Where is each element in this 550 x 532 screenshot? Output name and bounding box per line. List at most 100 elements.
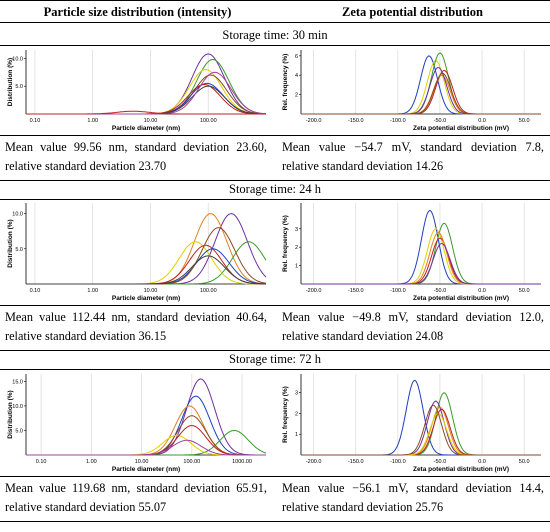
table-rule <box>0 22 550 23</box>
chart: 0.10 1.00 10.00 100.00 5.0 10.0 Particle diame… <box>7 50 267 132</box>
storage-time: Storage time: 30 min <box>222 28 328 42</box>
distribution-curve <box>26 405 266 456</box>
distribution-curve <box>26 241 267 285</box>
distribution-curve <box>26 425 266 456</box>
table-rule <box>0 305 550 306</box>
table-rule <box>0 199 550 200</box>
size-summary: Mean value 112.44 nm, standard deviation… <box>5 310 267 343</box>
x-tick-label: 100.00 <box>200 288 217 294</box>
distribution-curve <box>26 227 267 285</box>
y-tick-label: 15.0 <box>12 379 23 385</box>
distribution-curve <box>301 242 541 285</box>
y-tick-label: 2 <box>295 245 298 251</box>
x-tick-label: -50.0 <box>434 288 447 294</box>
x-tick-label: 1.00 <box>87 288 98 294</box>
x-tick-label: -100.0 <box>390 288 406 294</box>
table-rule <box>0 476 550 477</box>
x-axis-label: Zeta potential distribution (mV) <box>413 466 509 473</box>
x-tick-label: 10.00 <box>135 459 149 465</box>
x-tick-label: -200.0 <box>306 288 322 294</box>
x-tick-label: -150.0 <box>348 459 364 465</box>
distribution-curve <box>26 213 267 285</box>
y-axis-label: Rel. frequency (%) <box>282 386 289 443</box>
table-rule <box>0 0 550 1</box>
x-tick-label: -200.0 <box>306 118 322 124</box>
x-tick-label: 50.0 <box>519 288 530 294</box>
y-tick-label: 10.0 <box>12 56 23 62</box>
y-tick-label: 5.0 <box>15 247 23 253</box>
distribution-curve <box>301 404 541 456</box>
y-axis-label: Rel. frequency (%) <box>282 215 289 272</box>
x-tick-label: 0.0 <box>478 459 486 465</box>
column-header: Particle size distribution (intensity) <box>43 5 232 19</box>
x-axis-label: Zeta potential distribution (mV) <box>413 295 509 302</box>
y-tick-label: 10.0 <box>12 212 23 218</box>
x-axis-label: Particle diameter (nm) <box>112 466 180 473</box>
table-rule <box>0 369 550 370</box>
y-tick-label: 4 <box>295 73 298 79</box>
table-rule <box>0 350 550 351</box>
distribution-curve <box>301 55 541 115</box>
y-tick-label: 3 <box>295 391 298 397</box>
distribution-curve <box>301 72 541 115</box>
table-rule <box>0 45 550 46</box>
distribution-curve <box>26 439 266 456</box>
distribution-curve <box>301 222 541 285</box>
distribution-curve <box>301 392 541 456</box>
distribution-curve <box>26 68 267 115</box>
y-tick-label: 10.0 <box>12 404 23 410</box>
x-tick-label: 10.00 <box>144 118 158 124</box>
x-tick-label: 1.00 <box>87 118 98 124</box>
x-tick-label: -100.0 <box>390 459 406 465</box>
y-tick-label: 1 <box>295 264 298 270</box>
chart: 0.10 1.00 10.00 100.00 1000.00 5.0 10.0 15.0 Par… <box>7 374 267 473</box>
y-tick-label: 5.0 <box>15 428 23 434</box>
chart: -200.0 -150.0 -100.0 -50.0 0.0 50.0 1 2 3 Zeta po… <box>282 203 541 302</box>
x-tick-label: -150.0 <box>348 288 364 294</box>
zeta-summary: Mean value −54.7 mV, standard deviation … <box>282 140 544 173</box>
table-rule <box>0 135 550 136</box>
y-tick-label: 2 <box>295 93 298 99</box>
x-axis-label: Particle diameter (nm) <box>112 295 180 302</box>
x-tick-label: 50.0 <box>519 459 530 465</box>
distribution-curve <box>301 406 541 456</box>
y-axis-label: Distribution (%) <box>7 390 14 438</box>
distribution-curve <box>26 248 266 285</box>
table-rule <box>0 180 550 181</box>
y-tick-label: 6 <box>295 54 298 60</box>
y-axis-label: Distribution (%) <box>7 58 14 106</box>
distribution-curve <box>301 408 541 456</box>
x-tick-label: 0.10 <box>30 118 41 124</box>
y-axis-label: Rel. frequency (%) <box>282 54 289 111</box>
storage-time: Storage time: 24 h <box>229 182 321 196</box>
distribution-curve <box>26 415 266 456</box>
x-tick-label: -200.0 <box>306 459 322 465</box>
y-tick-label: 5.0 <box>15 84 23 90</box>
x-tick-label: 0.10 <box>36 459 47 465</box>
distribution-curve <box>26 71 267 115</box>
x-tick-label: -50.0 <box>434 459 447 465</box>
y-axis-label: Distribution (%) <box>7 219 14 267</box>
x-tick-label: 50.0 <box>519 118 530 124</box>
chart: -200.0 -150.0 -100.0 -50.0 0.0 50.0 2 4 6 Zeta po… <box>282 50 541 132</box>
x-tick-label: -50.0 <box>434 118 447 124</box>
table-rule <box>0 521 550 522</box>
y-tick-label: 1 <box>295 432 298 438</box>
x-tick-label: 1.00 <box>86 459 97 465</box>
size-summary: Mean value 99.56 nm, standard deviation … <box>5 140 267 173</box>
distribution-curve <box>301 413 541 456</box>
x-tick-label: 0.0 <box>478 118 486 124</box>
zeta-summary: Mean value −56.1 mV, standard deviation … <box>282 481 544 514</box>
y-tick-label: 3 <box>295 227 298 233</box>
distribution-curve <box>26 378 266 456</box>
distribution-curve <box>301 228 541 285</box>
x-axis-label: Zeta potential distribution (mV) <box>413 125 509 132</box>
distribution-curve <box>26 110 266 115</box>
size-summary: Mean value 119.68 nm, standard deviation… <box>5 481 267 514</box>
x-tick-label: 100.00 <box>200 118 217 124</box>
x-tick-label: 0.0 <box>478 288 486 294</box>
column-header: Zeta potential distribution <box>342 5 483 19</box>
storage-time: Storage time: 72 h <box>229 352 321 366</box>
distribution-curve <box>26 255 267 285</box>
